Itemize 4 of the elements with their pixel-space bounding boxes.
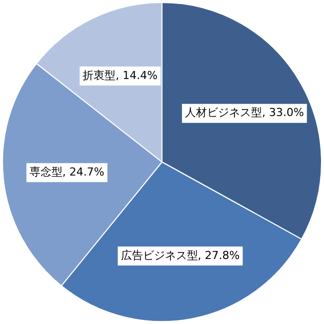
slice-label: 折衷型, 14.4% — [82, 68, 158, 82]
slice-label: 広告ビジネス型, 27.8% — [120, 248, 240, 262]
slice-label: 専念型, 24.7% — [29, 166, 104, 179]
slice-label: 人材ビジネス型, 33.0% — [184, 106, 304, 120]
